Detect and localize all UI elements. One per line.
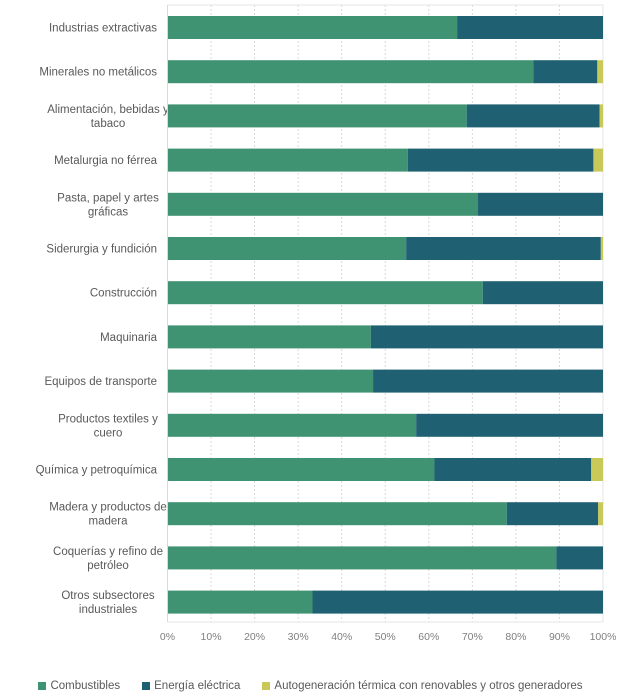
bar-energia-electrica — [457, 16, 603, 39]
bar-combustibles — [167, 325, 371, 349]
legend-swatch-combustibles — [38, 682, 47, 690]
bar-combustibles — [167, 369, 374, 393]
category-label: petróleo — [87, 560, 129, 572]
category-label: Maquinaria — [100, 332, 157, 344]
bar-energia-electrica — [556, 546, 603, 570]
bar-combustibles — [167, 590, 313, 614]
legend-swatch-autogeneracion — [262, 682, 271, 690]
category-label: Otros subsectores — [61, 590, 155, 602]
bar-combustibles — [167, 546, 557, 570]
x-tick-label: 90% — [549, 631, 570, 643]
legend-swatch-energia-electrica — [142, 682, 151, 690]
x-tick-label: 10% — [201, 631, 222, 643]
legend-item-autogeneracion: Autogeneración térmica con renovables y … — [262, 680, 583, 692]
legend-item-combustibles: Combustibles — [38, 680, 120, 692]
bar-energia-electrica — [482, 281, 603, 305]
category-label: Pasta, papel y artes — [57, 192, 159, 204]
bar-combustibles — [167, 281, 483, 305]
bar-combustibles — [167, 502, 507, 526]
bar-energia-electrica — [407, 148, 594, 172]
bar-combustibles — [167, 104, 467, 128]
bar-energia-electrica — [373, 369, 603, 393]
category-label: Industrias extractivas — [49, 23, 157, 35]
bar-autogeneracion — [591, 458, 603, 481]
category-label: Coquerías y refino de — [53, 546, 163, 558]
bar-autogeneracion — [599, 104, 603, 128]
bar-energia-electrica — [466, 104, 600, 128]
bar-combustibles — [167, 237, 407, 260]
bar-combustibles — [167, 60, 534, 84]
bar-autogeneracion — [598, 502, 603, 526]
bar-energia-electrica — [478, 192, 603, 216]
category-label: Equipos de transporte — [44, 376, 157, 388]
x-tick-label: 50% — [375, 631, 396, 643]
x-tick-label: 20% — [244, 631, 265, 643]
bar-autogeneracion — [597, 60, 603, 84]
category-label: cuero — [94, 427, 123, 439]
category-label: Siderurgia y fundición — [46, 244, 157, 256]
x-tick-label: 70% — [462, 631, 483, 643]
x-tick-label: 100% — [590, 631, 617, 643]
category-label: Construcción — [90, 288, 157, 300]
category-label: Alimentación, bebidas y — [47, 104, 169, 116]
x-tick-label: 80% — [505, 631, 526, 643]
category-label: Madera y productos de — [49, 502, 167, 514]
category-label: Minerales no metálicos — [39, 67, 157, 79]
x-tick-label: 30% — [288, 631, 309, 643]
category-label: Química y petroquímica — [36, 465, 158, 477]
bar-energia-electrica — [416, 413, 603, 437]
legend: Combustibles Energía eléctrica Autogener… — [0, 680, 621, 692]
bar-energia-electrica — [434, 458, 592, 481]
bar-combustibles — [167, 413, 417, 437]
bar-combustibles — [167, 148, 408, 172]
category-label: tabaco — [91, 118, 126, 130]
category-label: Productos textiles y — [58, 413, 158, 425]
category-label: gráficas — [88, 206, 129, 218]
bar-energia-electrica — [406, 237, 601, 260]
bar-combustibles — [167, 458, 435, 481]
category-label: Metalurgia no férrea — [54, 155, 158, 167]
legend-label-autogeneracion: Autogeneración térmica con renovables y … — [274, 680, 583, 692]
bar-autogeneracion — [593, 148, 603, 172]
legend-label-combustibles: Combustibles — [50, 680, 121, 692]
bar-energia-electrica — [533, 60, 598, 84]
category-label: madera — [89, 516, 129, 528]
x-tick-label: 40% — [331, 631, 352, 643]
legend-label-energia-electrica: Energía eléctrica — [154, 680, 241, 692]
bar-combustibles — [167, 192, 479, 216]
category-label: industriales — [79, 604, 137, 616]
x-tick-label: 0% — [160, 631, 175, 643]
x-tick-label: 60% — [418, 631, 439, 643]
bar-autogeneracion — [600, 237, 603, 260]
bar-energia-electrica — [312, 590, 603, 614]
bar-combustibles — [167, 16, 458, 39]
legend-item-energia-electrica: Energía eléctrica — [142, 680, 240, 692]
bar-energia-electrica — [506, 502, 599, 526]
bar-energia-electrica — [370, 325, 603, 349]
